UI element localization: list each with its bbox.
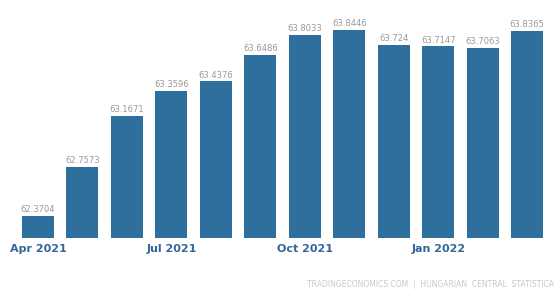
Text: 63.7147: 63.7147 — [421, 36, 455, 45]
Text: 62.3704: 62.3704 — [21, 205, 55, 214]
Text: 63.8446: 63.8446 — [332, 19, 367, 28]
Text: 63.8033: 63.8033 — [287, 24, 322, 33]
Bar — [466, 47, 499, 237]
Bar — [66, 167, 98, 237]
Bar — [289, 35, 321, 237]
Text: 63.3596: 63.3596 — [154, 80, 189, 89]
Bar — [22, 216, 54, 237]
Bar — [244, 55, 276, 237]
Bar — [200, 81, 232, 237]
Text: 62.7573: 62.7573 — [65, 156, 100, 165]
Bar — [155, 91, 187, 237]
Text: 63.6486: 63.6486 — [243, 44, 278, 53]
Bar — [422, 47, 454, 237]
Bar — [511, 31, 543, 237]
Bar — [111, 116, 143, 237]
Text: 63.7063: 63.7063 — [465, 37, 500, 46]
Text: 63.8365: 63.8365 — [510, 20, 545, 29]
Bar — [378, 45, 410, 237]
Text: 63.724: 63.724 — [379, 34, 408, 43]
Text: TRADINGECONOMICS.COM  |  HUNGARIAN  CENTRAL  STATISTICA: TRADINGECONOMICS.COM | HUNGARIAN CENTRAL… — [307, 279, 554, 288]
Bar — [333, 30, 365, 237]
Text: 63.1671: 63.1671 — [109, 105, 144, 113]
Text: 63.4376: 63.4376 — [199, 70, 233, 79]
